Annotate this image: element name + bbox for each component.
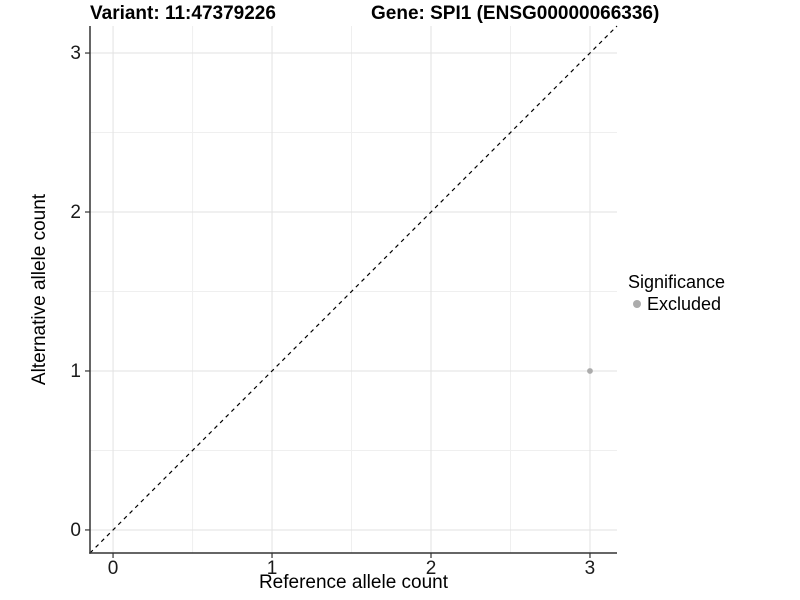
y-tick-label: 1 xyxy=(70,361,81,382)
x-tick-label: 0 xyxy=(108,558,119,579)
legend-item-label: Excluded xyxy=(647,294,722,314)
y-axis-title: Alternative allele count xyxy=(29,193,50,386)
x-axis-title: Reference allele count xyxy=(258,572,449,593)
x-tick-label: 1 xyxy=(267,558,278,579)
x-tick-label: 2 xyxy=(426,558,437,579)
x-tick-label: 3 xyxy=(585,558,596,579)
data-point-excluded xyxy=(587,368,593,374)
identity-line xyxy=(89,25,618,554)
plot-title-gene: Gene: SPI1 (ENSG00000066336) xyxy=(371,3,660,24)
legend: Significance Excluded xyxy=(628,271,725,315)
plot-title-variant: Variant: 11:47379226 xyxy=(90,3,276,24)
y-tick-label: 2 xyxy=(70,202,81,223)
legend-title: Significance xyxy=(628,272,726,292)
legend-item-excluded: Excluded xyxy=(628,293,725,315)
y-tick-label: 0 xyxy=(70,520,81,541)
y-tick-label: 3 xyxy=(70,43,81,64)
excluded-point-icon xyxy=(633,300,641,308)
